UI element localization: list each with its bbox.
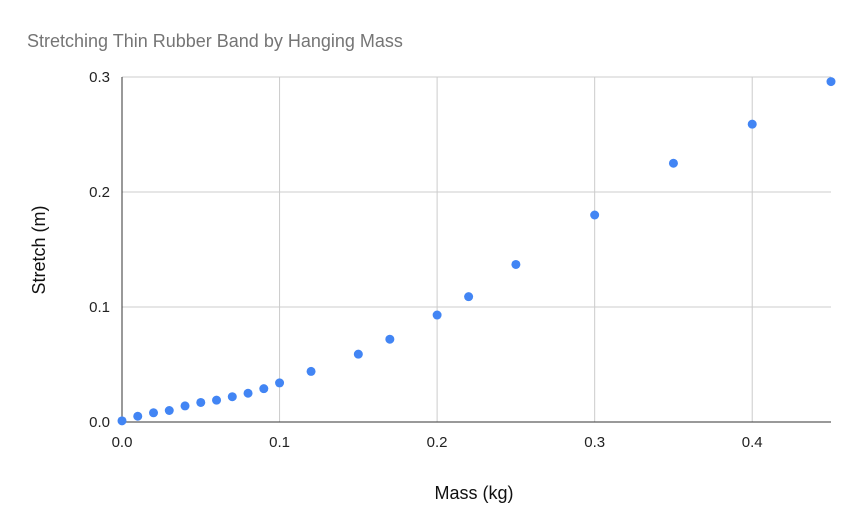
- data-point: [180, 401, 190, 411]
- y-tick-label: 0.1: [89, 299, 110, 316]
- data-point: [133, 411, 143, 421]
- data-point: [511, 259, 521, 269]
- data-point: [747, 119, 757, 129]
- data-point: [668, 158, 678, 168]
- chart-title: Stretching Thin Rubber Band by Hanging M…: [27, 31, 403, 51]
- y-tick-label: 0.0: [89, 414, 110, 431]
- axes: [121, 77, 831, 423]
- data-point: [464, 292, 474, 302]
- data-point: [227, 392, 237, 402]
- data-point: [306, 366, 316, 376]
- data-point: [432, 310, 442, 320]
- x-tick-label: 0.1: [269, 434, 290, 451]
- data-point: [243, 388, 253, 398]
- data-point: [826, 77, 836, 87]
- x-tick-label: 0.4: [742, 434, 763, 451]
- x-tick-label: 0.3: [584, 434, 605, 451]
- data-point: [117, 416, 127, 426]
- y-axis-label: Stretch (m): [29, 205, 49, 294]
- data-point: [275, 378, 285, 388]
- y-tick-label: 0.3: [89, 69, 110, 86]
- x-axis-label: Mass (kg): [434, 483, 513, 503]
- data-point: [196, 397, 206, 407]
- data-points: [117, 77, 836, 426]
- x-tick-label: 0.0: [112, 434, 133, 451]
- data-point: [149, 408, 159, 418]
- data-point: [353, 349, 363, 359]
- data-point: [590, 210, 600, 220]
- data-point: [259, 384, 269, 394]
- tick-labels: 0.0 0.1 0.2 0.3 0.0 0.1 0.2 0.3 0.4: [89, 69, 763, 451]
- x-tick-label: 0.2: [427, 434, 448, 451]
- data-point: [385, 334, 395, 344]
- data-point: [164, 406, 174, 415]
- y-tick-label: 0.2: [89, 184, 110, 201]
- data-point: [212, 395, 222, 405]
- gridlines: [122, 76, 831, 422]
